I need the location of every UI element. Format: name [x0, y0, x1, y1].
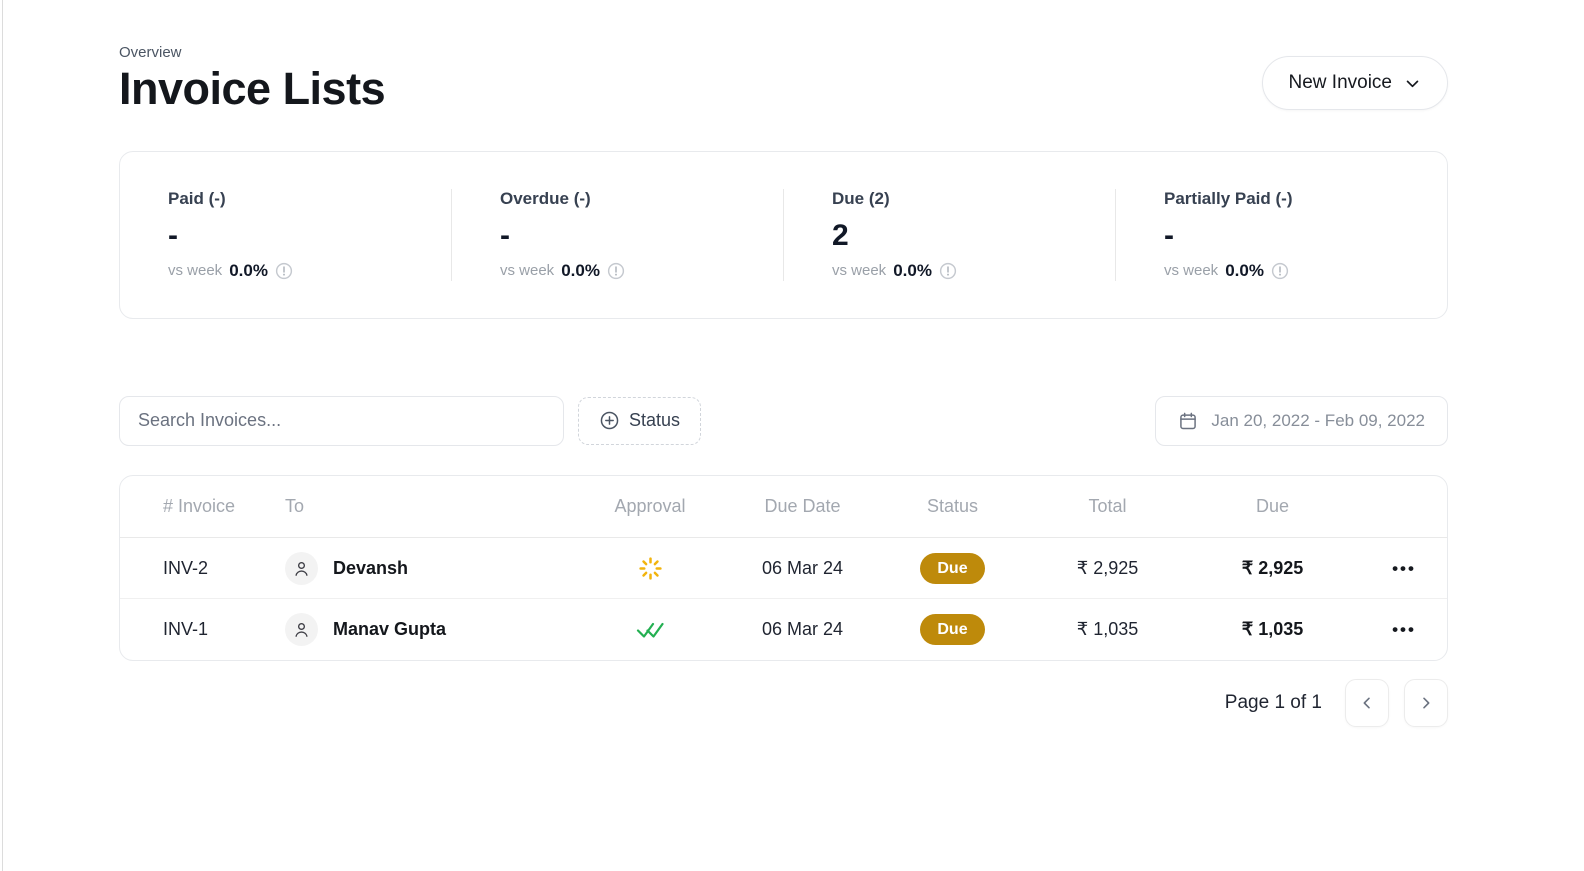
chevron-right-icon — [1418, 695, 1434, 711]
stat-value: - — [168, 218, 178, 252]
table-row[interactable]: INV-1 Manav Gupta — [120, 598, 1447, 660]
column-header-status: Status — [875, 475, 1030, 539]
approval-pending-spinner-icon — [570, 556, 730, 581]
column-header-approval: Approval — [570, 475, 730, 539]
status-filter-label: Status — [629, 410, 681, 431]
status-badge: Due — [920, 613, 985, 646]
date-range-picker[interactable]: Jan 20, 2022 - Feb 09, 2022 — [1155, 395, 1448, 446]
column-header-invoice: # Invoice — [120, 475, 285, 539]
filter-toolbar: Status Jan 20, 2022 - Feb 09, 2022 — [119, 395, 1448, 446]
stat-overdue: Overdue (-) - vs week 0.0% — [452, 188, 784, 281]
page-indicator: Page 1 of 1 — [1224, 691, 1322, 713]
stats-summary-card: Paid (-) - vs week 0.0% Overdue (-) - vs… — [119, 150, 1448, 319]
stat-delta: vs week 0.0% — [832, 261, 1115, 281]
delta-percent: 0.0% — [561, 260, 600, 280]
stat-delta: vs week 0.0% — [500, 261, 783, 281]
vs-week-label: vs week — [832, 262, 887, 280]
info-icon[interactable] — [939, 262, 957, 280]
vs-week-label: vs week — [1164, 262, 1219, 280]
total-amount: ₹ 2,925 — [1076, 557, 1139, 578]
title-block: Overview Invoice Lists — [119, 44, 386, 115]
table-row[interactable]: INV-2 Devansh — [120, 538, 1447, 599]
status-filter-button[interactable]: Status — [578, 396, 702, 445]
invoice-table-card: # Invoice To Approval Due Date Status To… — [119, 474, 1448, 661]
row-actions-menu-button[interactable]: ••• — [1392, 620, 1416, 639]
previous-page-button[interactable] — [1345, 678, 1389, 727]
next-page-button[interactable] — [1404, 678, 1448, 727]
invoice-list-page: Overview Invoice Lists New Invoice Paid … — [119, 0, 1448, 767]
recipient-cell: Manav Gupta — [285, 613, 570, 646]
new-invoice-button[interactable]: New Invoice — [1261, 56, 1448, 110]
stat-delta: vs week 0.0% — [1164, 261, 1447, 281]
due-amount: ₹ 2,925 — [1241, 557, 1304, 578]
invoice-number: INV-2 — [163, 557, 209, 578]
invoice-number: INV-1 — [120, 598, 285, 660]
row-actions-menu-button[interactable]: ••• — [1392, 558, 1416, 578]
stat-due: Due (2) 2 vs week 0.0% — [784, 188, 1116, 281]
approval-approved-double-check-icon — [570, 619, 730, 640]
stat-value: - — [500, 218, 510, 252]
breadcrumb: Overview — [119, 44, 182, 61]
info-icon[interactable] — [1271, 262, 1289, 280]
due-date: 06 Mar 24 — [761, 557, 844, 578]
avatar — [285, 613, 318, 646]
plus-circle-icon — [599, 410, 620, 431]
due-date: 06 Mar 24 — [730, 598, 875, 660]
recipient-name: Devansh — [333, 557, 409, 578]
due-amount: ₹ 1,035 — [1185, 598, 1360, 660]
viewport-left-edge — [2, 0, 3, 871]
stat-delta: vs week 0.0% — [168, 261, 451, 281]
vs-week-label: vs week — [500, 262, 555, 280]
stat-label: Due (2) — [832, 188, 890, 208]
recipient-name: Manav Gupta — [333, 619, 447, 639]
status-badge: Due — [920, 552, 985, 584]
column-header-due-date: Due Date — [730, 475, 875, 539]
recipient-cell: Devansh — [285, 551, 570, 585]
column-header-actions — [1360, 475, 1447, 539]
new-invoice-label: New Invoice — [1288, 72, 1393, 93]
search-input[interactable] — [119, 395, 564, 446]
page-title: Invoice Lists — [119, 63, 386, 114]
delta-percent: 0.0% — [893, 260, 932, 280]
table-header-row: # Invoice To Approval Due Date Status To… — [120, 475, 1447, 539]
chevron-down-icon — [1404, 75, 1421, 92]
info-icon[interactable] — [275, 262, 293, 280]
invoice-table: # Invoice To Approval Due Date Status To… — [120, 475, 1447, 660]
column-header-due: Due — [1185, 475, 1360, 539]
stat-label: Overdue (-) — [500, 188, 591, 208]
delta-percent: 0.0% — [229, 260, 268, 280]
stat-paid: Paid (-) - vs week 0.0% — [120, 188, 452, 281]
total-amount: ₹ 1,035 — [1030, 598, 1185, 660]
avatar — [285, 551, 318, 585]
date-range-label: Jan 20, 2022 - Feb 09, 2022 — [1211, 410, 1425, 430]
chevron-left-icon — [1359, 695, 1375, 711]
pagination: Page 1 of 1 — [119, 678, 1448, 767]
calendar-icon — [1178, 411, 1198, 431]
vs-week-label: vs week — [168, 262, 223, 280]
stat-label: Partially Paid (-) — [1164, 188, 1293, 208]
column-header-total: Total — [1030, 475, 1185, 539]
page-header: Overview Invoice Lists New Invoice — [119, 44, 1448, 115]
stat-label: Paid (-) — [168, 188, 226, 208]
delta-percent: 0.0% — [1225, 260, 1264, 280]
stat-value: - — [1164, 218, 1174, 252]
stat-partially-paid: Partially Paid (-) - vs week 0.0% — [1116, 189, 1447, 281]
stat-value: 2 — [832, 218, 849, 252]
column-header-to: To — [285, 475, 570, 539]
info-icon[interactable] — [607, 262, 625, 280]
